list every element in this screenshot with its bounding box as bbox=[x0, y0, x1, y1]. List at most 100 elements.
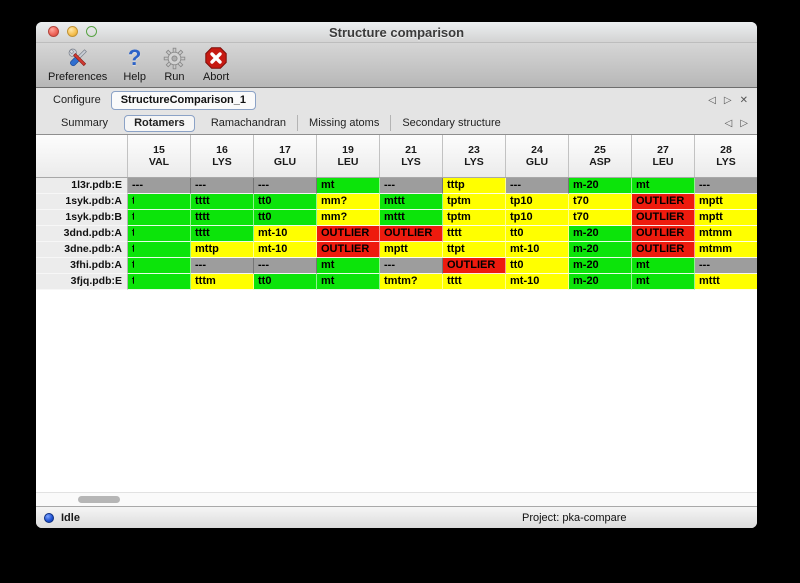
column-header[interactable]: 23 LYS bbox=[443, 135, 506, 177]
minimize-button[interactable] bbox=[67, 26, 78, 37]
nav-forward-icon[interactable]: ▷ bbox=[723, 94, 732, 106]
rotamer-cell[interactable]: m-20 bbox=[569, 258, 632, 274]
nav-forward-icon[interactable]: ▷ bbox=[740, 117, 748, 129]
scrollbar-thumb[interactable] bbox=[78, 496, 120, 503]
rotamer-cell[interactable]: tttt bbox=[443, 274, 506, 290]
rotamer-cell[interactable]: tptm bbox=[443, 194, 506, 210]
rotamer-cell[interactable]: mptt bbox=[695, 210, 757, 226]
rotamer-cell[interactable]: mt bbox=[317, 274, 380, 290]
abort-button[interactable]: Abort bbox=[203, 45, 229, 83]
title-bar[interactable]: Structure comparison bbox=[36, 22, 757, 43]
rotamer-cell[interactable]: OUTLIER bbox=[632, 242, 695, 258]
zoom-button[interactable] bbox=[86, 26, 97, 37]
tab-secondary-structure[interactable]: Secondary structure bbox=[390, 115, 511, 131]
column-header[interactable]: 28 LYS bbox=[695, 135, 757, 177]
rotamer-cell[interactable]: m-20 bbox=[569, 274, 632, 290]
rotamer-cell[interactable]: tttt bbox=[191, 226, 254, 242]
column-header[interactable]: 16 LYS bbox=[191, 135, 254, 177]
rotamer-cell[interactable]: t bbox=[128, 194, 191, 210]
rotamer-cell[interactable]: --- bbox=[695, 258, 757, 274]
rotamer-cell[interactable]: mt-10 bbox=[254, 226, 317, 242]
rotamer-cell[interactable]: tttt bbox=[443, 226, 506, 242]
rotamer-cell[interactable]: --- bbox=[380, 258, 443, 274]
close-config-icon[interactable]: ✕ bbox=[739, 94, 748, 106]
rotamer-cell[interactable]: t bbox=[128, 210, 191, 226]
rotamer-cell[interactable]: --- bbox=[191, 258, 254, 274]
rotamer-cell[interactable]: t bbox=[128, 226, 191, 242]
rotamer-cell[interactable]: m-20 bbox=[569, 242, 632, 258]
help-button[interactable]: ? Help bbox=[123, 45, 146, 84]
rotamer-cell[interactable]: mptt bbox=[380, 242, 443, 258]
row-label[interactable]: 1syk.pdb:A bbox=[36, 194, 128, 210]
rotamer-cell[interactable]: mt bbox=[632, 178, 695, 194]
rotamer-cell[interactable]: tt0 bbox=[254, 210, 317, 226]
rotamer-cell[interactable]: tt0 bbox=[506, 258, 569, 274]
row-label[interactable]: 3dnd.pdb:A bbox=[36, 226, 128, 242]
rotamer-cell[interactable]: tt0 bbox=[254, 194, 317, 210]
rotamer-cell[interactable]: mtmm bbox=[695, 226, 757, 242]
rotamer-cell[interactable]: --- bbox=[254, 178, 317, 194]
rotamer-cell[interactable]: mt bbox=[632, 274, 695, 290]
rotamer-cell[interactable]: m-20 bbox=[569, 226, 632, 242]
rotamer-cell[interactable]: mm? bbox=[317, 210, 380, 226]
rotamer-cell[interactable]: mm? bbox=[317, 194, 380, 210]
tab-rotamers[interactable]: Rotamers bbox=[124, 114, 195, 132]
tab-missing-atoms[interactable]: Missing atoms bbox=[297, 115, 390, 131]
rotamer-cell[interactable]: mt bbox=[317, 258, 380, 274]
rotamer-cell[interactable]: mt-10 bbox=[254, 242, 317, 258]
preferences-button[interactable]: Preferences bbox=[48, 45, 107, 83]
rotamer-cell[interactable]: OUTLIER bbox=[632, 210, 695, 226]
rotamer-cell[interactable]: tttp bbox=[443, 178, 506, 194]
tab-ramachandran[interactable]: Ramachandran bbox=[210, 117, 287, 129]
column-header[interactable]: 21 LYS bbox=[380, 135, 443, 177]
rotamer-cell[interactable]: t bbox=[128, 274, 191, 290]
rotamer-cell[interactable]: OUTLIER bbox=[632, 226, 695, 242]
rotamer-cell[interactable]: OUTLIER bbox=[317, 226, 380, 242]
row-label[interactable]: 1syk.pdb:B bbox=[36, 210, 128, 226]
rotamer-cell[interactable]: OUTLIER bbox=[380, 226, 443, 242]
rotamer-cell[interactable]: mt bbox=[632, 258, 695, 274]
rotamer-cell[interactable]: tt0 bbox=[254, 274, 317, 290]
nav-back-icon[interactable]: ◁ bbox=[724, 117, 733, 129]
rotamer-cell[interactable]: tp10 bbox=[506, 194, 569, 210]
rotamer-cell[interactable]: mt bbox=[317, 178, 380, 194]
rotamer-cell[interactable]: t70 bbox=[569, 194, 632, 210]
rotamer-cell[interactable]: --- bbox=[380, 178, 443, 194]
column-header[interactable]: 15 VAL bbox=[128, 135, 191, 177]
rotamer-cell[interactable]: mtmm bbox=[695, 242, 757, 258]
rotamer-cell[interactable]: mttt bbox=[380, 194, 443, 210]
column-header[interactable]: 17 GLU bbox=[254, 135, 317, 177]
row-label[interactable]: 1l3r.pdb:E bbox=[36, 178, 128, 194]
rotamer-cell[interactable]: tttt bbox=[191, 194, 254, 210]
rotamer-cell[interactable]: mttt bbox=[695, 274, 757, 290]
horizontal-scrollbar[interactable] bbox=[36, 492, 757, 506]
rotamer-cell[interactable]: mt-10 bbox=[506, 274, 569, 290]
rotamer-cell[interactable]: OUTLIER bbox=[443, 258, 506, 274]
rotamer-cell[interactable]: m-20 bbox=[569, 178, 632, 194]
column-header[interactable]: 25 ASP bbox=[569, 135, 632, 177]
column-header[interactable]: 19 LEU bbox=[317, 135, 380, 177]
config-tab-selected[interactable]: StructureComparison_1 bbox=[110, 90, 257, 110]
rotamer-cell[interactable]: OUTLIER bbox=[317, 242, 380, 258]
rotamer-cell[interactable]: OUTLIER bbox=[632, 194, 695, 210]
run-button[interactable]: Run bbox=[162, 45, 187, 83]
rotamer-cell[interactable]: ttpt bbox=[443, 242, 506, 258]
tab-summary[interactable]: Summary bbox=[61, 117, 109, 129]
rotamer-cell[interactable]: tttt bbox=[191, 210, 254, 226]
row-label[interactable]: 3dne.pdb:A bbox=[36, 242, 128, 258]
rotamer-cell[interactable]: --- bbox=[254, 258, 317, 274]
column-header[interactable]: 27 LEU bbox=[632, 135, 695, 177]
rotamer-cell[interactable]: --- bbox=[191, 178, 254, 194]
rotamer-cell[interactable]: tt0 bbox=[506, 226, 569, 242]
nav-back-icon[interactable]: ◁ bbox=[708, 94, 716, 106]
rotamer-cell[interactable]: mttp bbox=[191, 242, 254, 258]
close-button[interactable] bbox=[48, 26, 59, 37]
rotamer-cell[interactable]: mt-10 bbox=[506, 242, 569, 258]
rotamer-cell[interactable]: t bbox=[128, 258, 191, 274]
rotamer-cell[interactable]: --- bbox=[506, 178, 569, 194]
rotamer-cell[interactable]: --- bbox=[128, 178, 191, 194]
rotamer-cell[interactable]: t70 bbox=[569, 210, 632, 226]
column-header[interactable]: 24 GLU bbox=[506, 135, 569, 177]
rotamer-cell[interactable]: tttm bbox=[191, 274, 254, 290]
rotamer-cell[interactable]: tptm bbox=[443, 210, 506, 226]
